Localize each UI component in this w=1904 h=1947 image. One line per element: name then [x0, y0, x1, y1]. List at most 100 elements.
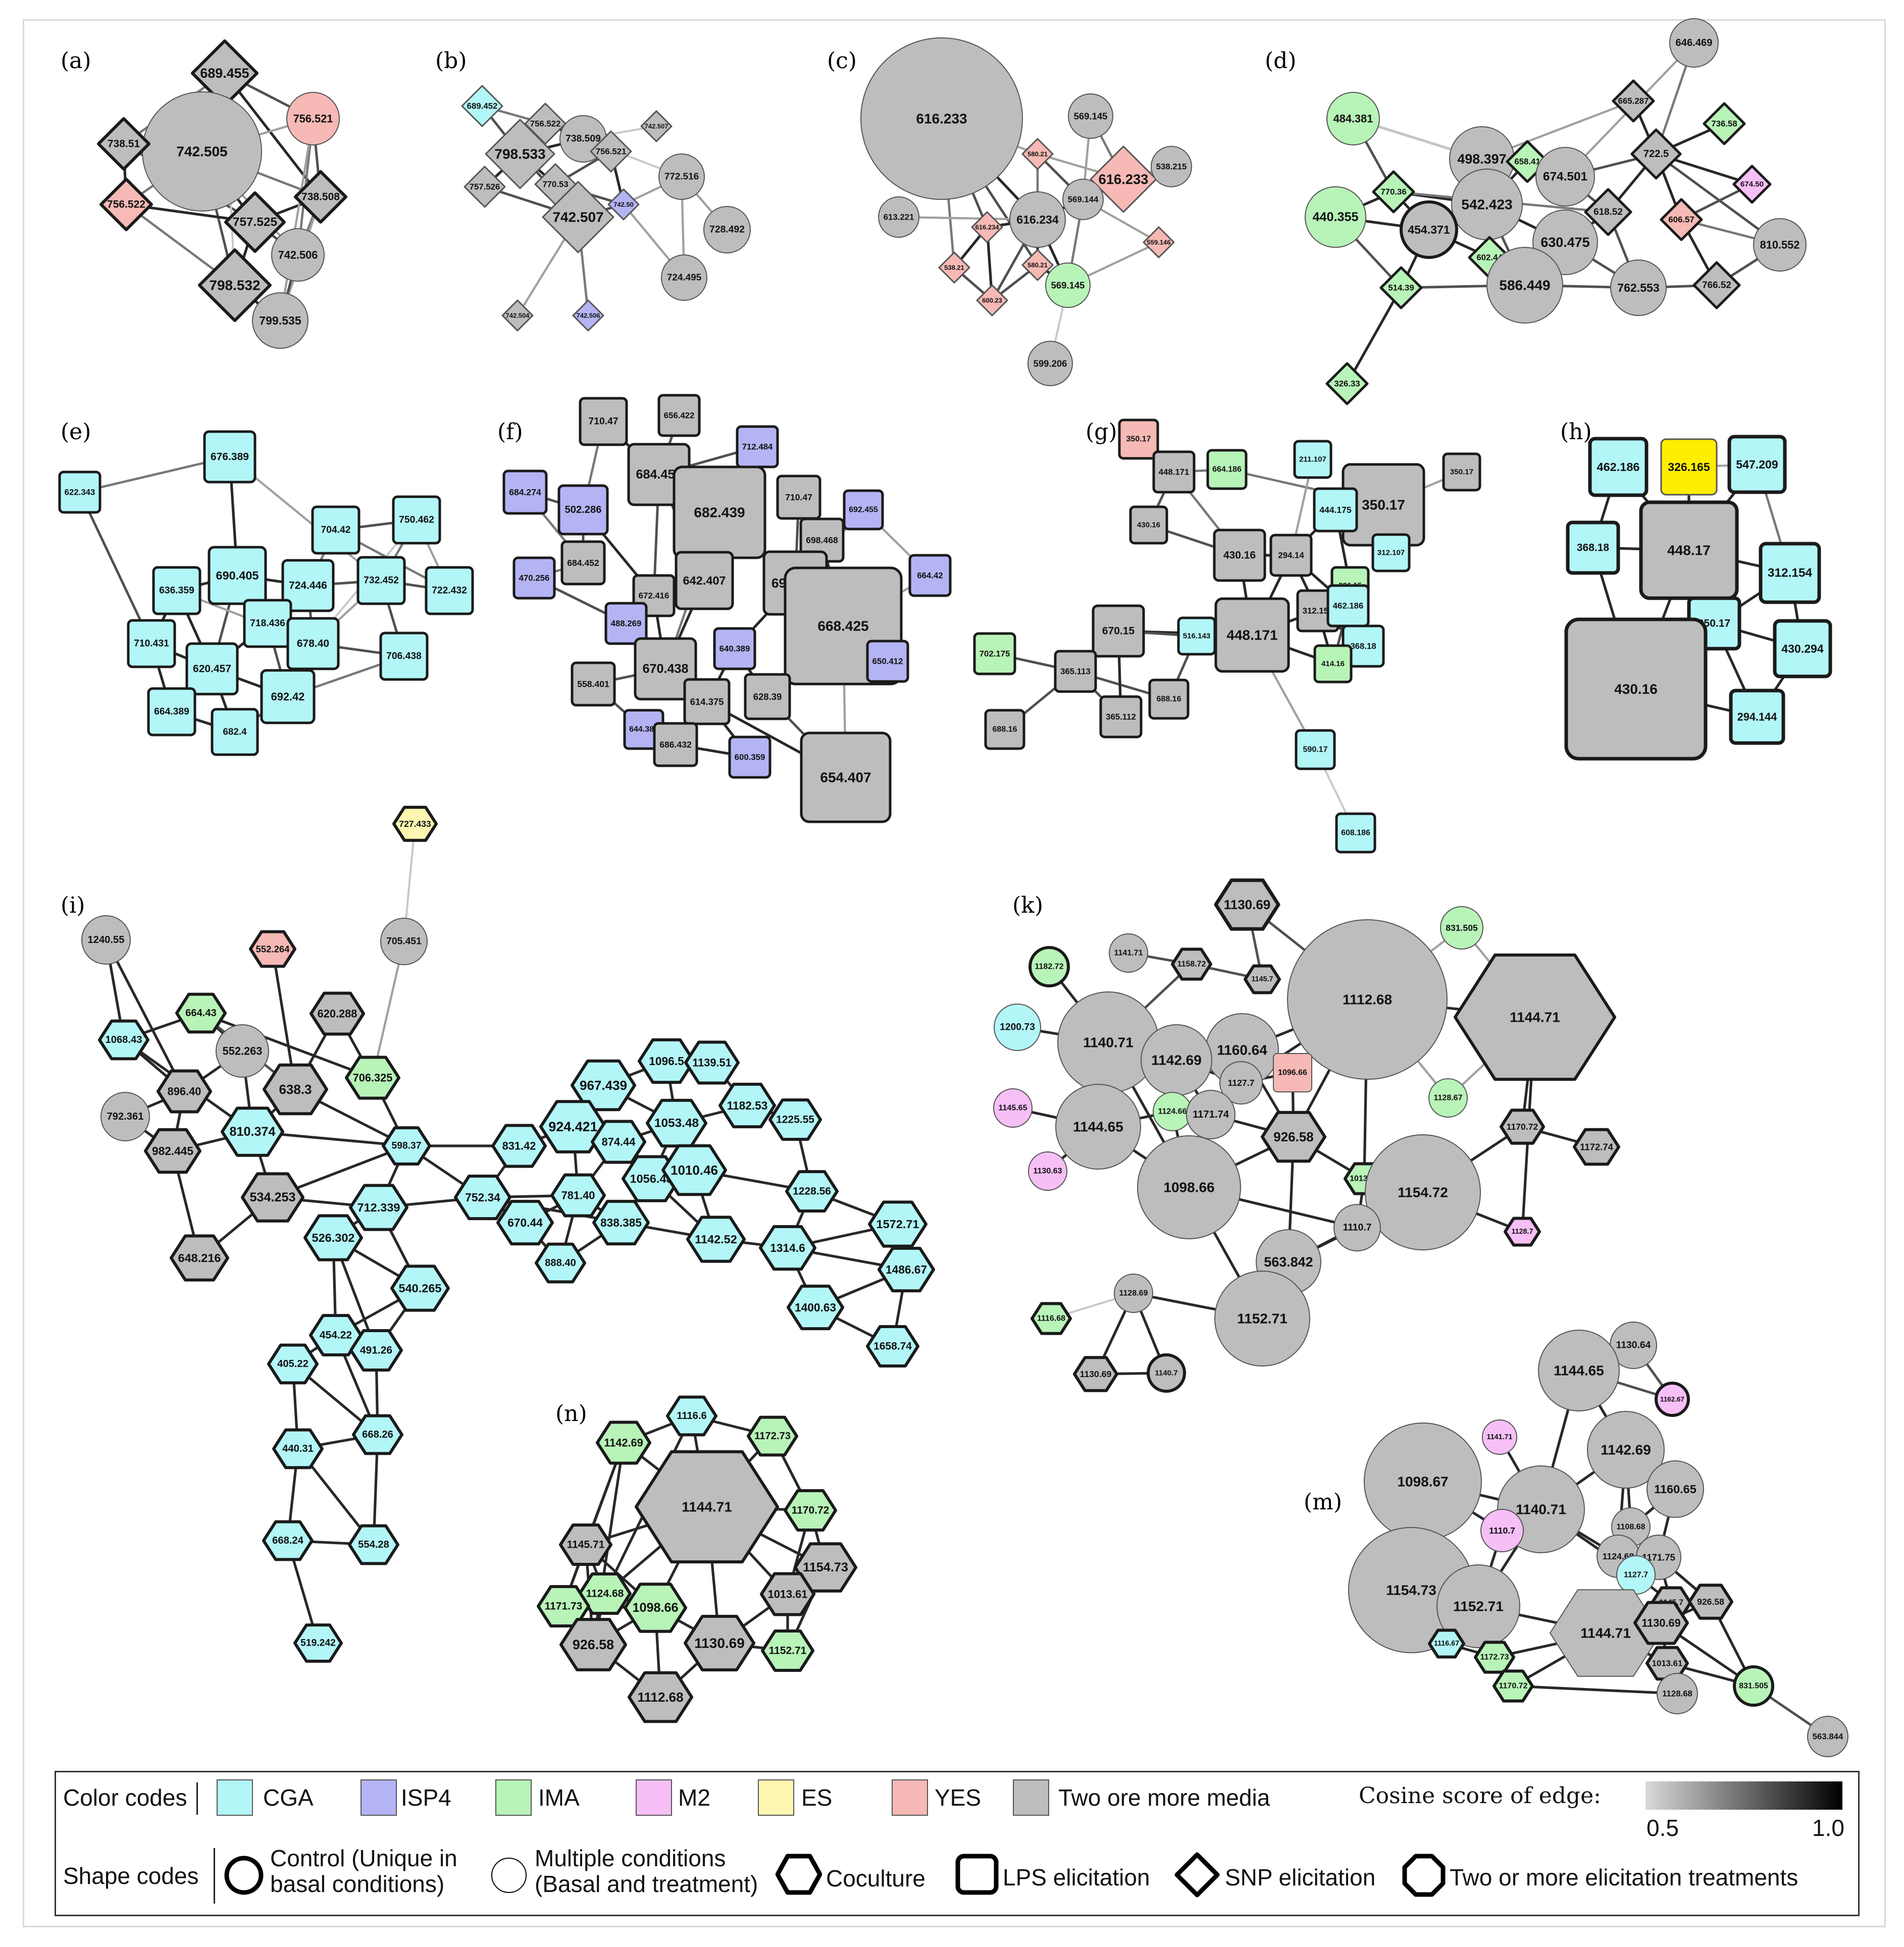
node-e-664_389: 664.389 [147, 687, 196, 736]
node-shape-circle [1151, 146, 1192, 187]
node-i-405_22: 405.22 [267, 1343, 319, 1385]
hexagon-icon [776, 1854, 822, 1895]
node-i-1228_56: 1228.56 [785, 1170, 839, 1213]
node-shape-diamond [1612, 79, 1655, 123]
node-g-211_107: 211.107 [1293, 440, 1332, 479]
node-shape-hexagon [718, 1082, 776, 1129]
node-k-1140_7: 1140.7 [1147, 1353, 1186, 1393]
node-shape-circle [703, 206, 751, 253]
node-shape-hexagon [303, 1214, 363, 1261]
node-shape-hexagon [1073, 1356, 1118, 1392]
node-label: 728.492 [709, 225, 745, 235]
node-shape-roundrect [557, 484, 609, 536]
node-label: 738.509 [565, 134, 601, 144]
node-shape-roundrect [1099, 695, 1143, 739]
node-shape-roundrect [1206, 449, 1248, 490]
node-label: 1154.73 [803, 1560, 848, 1574]
node-shape-circle [1214, 1271, 1310, 1366]
node-label: 664.42 [917, 571, 943, 581]
node-label: 448.17 [1667, 543, 1711, 558]
node-label: 563.844 [1813, 1732, 1843, 1742]
node-label: 620.457 [193, 663, 231, 675]
node-shape-hexagon [592, 1199, 650, 1246]
node-f-470_256: 470.256 [512, 556, 556, 600]
node-label: 599.206 [1034, 358, 1067, 369]
node-layer: 689.455 742.505 756.521 738.51 756.522 757.52… [58, 18, 1848, 1757]
panel-label-c: (c) [827, 48, 857, 74]
node-label: 1142.69 [1151, 1053, 1202, 1068]
node-f-640_389: 640.389 [713, 627, 756, 670]
node-label: 1068.43 [106, 1034, 142, 1045]
node-label: 1240.55 [88, 934, 125, 945]
node-i-967_439: 967.439 [571, 1059, 636, 1112]
node-shape-roundrect [653, 722, 698, 767]
node-shape-circle [1028, 1151, 1067, 1191]
node-k-1145_65: 1145.65 [993, 1088, 1033, 1128]
node-label: 722.5 [1643, 148, 1669, 160]
node-e-678_40: 678.40 [286, 617, 340, 670]
node-f-650_412: 650.412 [866, 640, 909, 683]
node-d-514_39: 514.39 [1379, 266, 1423, 309]
node-b-756_521: 756.521 [590, 130, 632, 173]
node-label: 756.522 [530, 119, 561, 129]
node-shape-circle [1428, 1078, 1468, 1118]
node-label: 1658.74 [873, 1341, 912, 1352]
legend-swatch-cga [217, 1779, 253, 1816]
node-label: 798.533 [494, 146, 545, 162]
node-d-454_371: 454.371 [1400, 200, 1458, 259]
node-m-1152_71: 1152.71 [1436, 1564, 1520, 1648]
node-shape-roundrect [728, 735, 771, 779]
node-n-1112_68: 1112.68 [628, 1671, 693, 1723]
node-h-326_165: 326.165 [1660, 438, 1718, 496]
node-shape-hexagon [550, 1173, 606, 1218]
node-label: 1228.56 [793, 1186, 831, 1197]
node-shape-circle [860, 37, 1023, 200]
node-label: 810.552 [1760, 239, 1800, 251]
node-g-516_143: 516.143 [1177, 616, 1216, 656]
node-shape-circle [1610, 259, 1667, 316]
node-b-772_516: 772.516 [658, 153, 705, 200]
panel-label-f: (f) [497, 419, 523, 445]
node-label: 294.14 [1278, 551, 1304, 560]
legend-divider-2 [214, 1848, 215, 1904]
cosine-max: 1.0 [1812, 1815, 1844, 1841]
legend-label-m2: M2 [678, 1784, 710, 1811]
node-i-706_325: 706.325 [345, 1056, 400, 1100]
node-e-620_457: 620.457 [185, 642, 239, 696]
cosine-title: Cosine score of edge: [1359, 1783, 1601, 1809]
node-shape-hexagon [638, 1038, 695, 1084]
node-label: 692.42 [271, 691, 305, 703]
node-shape-roundrect [1773, 619, 1832, 678]
node-i-554_28: 554.28 [348, 1524, 399, 1565]
node-label: 718.436 [250, 618, 285, 629]
legend-shape-snp: SNP elicitation [1225, 1864, 1376, 1890]
node-label: 732.452 [364, 575, 399, 586]
node-label: 650.412 [872, 657, 903, 666]
node-shape-circle [252, 292, 308, 349]
node-shape-roundrect [675, 551, 734, 610]
node-label: 926.58 [1697, 1597, 1724, 1607]
node-c-559_146: 559.146 [1143, 226, 1175, 258]
node-i-1010_46: 1010.46 [661, 1144, 727, 1196]
legend-shape-lps: LPS elicitation [1003, 1864, 1150, 1890]
node-label: 792.361 [107, 1111, 144, 1122]
node-shape-roundrect [286, 617, 340, 670]
node-d-770_36: 770.36 [1372, 170, 1415, 214]
node-c-616_233: 616.233 [860, 37, 1023, 200]
legend-shape-multiple: Multiple conditions (Basal and treatment… [535, 1845, 758, 1897]
node-label: 1314.6 [770, 1241, 805, 1254]
node-n-1152_71: 1152.71 [761, 1629, 814, 1672]
cosine-min: 0.5 [1646, 1815, 1679, 1841]
node-shape-circle [1669, 18, 1719, 68]
node-shape-roundrect [866, 640, 909, 683]
node-f-710_47: 710.47 [579, 397, 628, 446]
node-m-1130_69: 1130.69 [1633, 1601, 1689, 1645]
node-b-742_507: 742.507 [640, 110, 673, 142]
node-a-738_51: 738.51 [97, 117, 150, 171]
node-label: 770.36 [1380, 187, 1406, 197]
node-k-1128_67: 1128.67 [1428, 1078, 1468, 1118]
node-label: 1130.69 [694, 1636, 745, 1651]
node-shape-circle [1480, 1509, 1524, 1552]
node-label: 462.186 [1597, 460, 1640, 473]
node-m-1116_67: 1116.67 [1428, 1628, 1465, 1659]
